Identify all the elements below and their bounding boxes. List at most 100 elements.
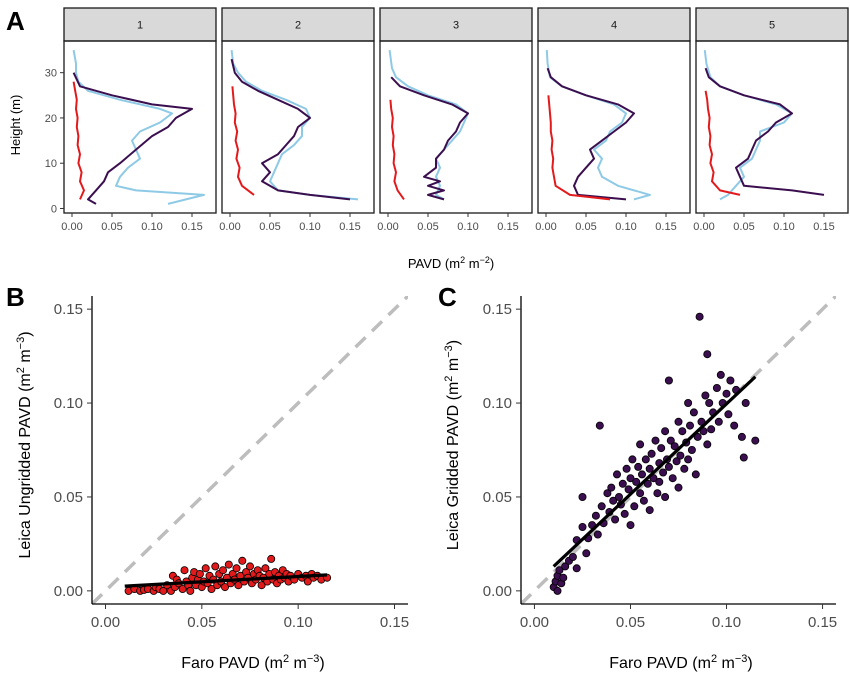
data-point — [653, 489, 662, 498]
facet-panel-border — [63, 40, 217, 214]
panel-c-y-axis-title: Leica Gridded PAVD (m2 m−3) — [443, 340, 462, 550]
data-point — [674, 483, 683, 492]
data-point — [751, 436, 760, 445]
data-point — [655, 477, 664, 486]
data-point — [695, 312, 704, 321]
data-point — [607, 483, 616, 492]
data-point — [620, 509, 629, 518]
data-point — [641, 455, 650, 464]
data-point — [678, 427, 687, 436]
panel-b-scatter: 0.00 0.05 0.10 0.15 0.00 0.05 0.10 0.15 — [54, 296, 409, 631]
data-point — [615, 492, 624, 501]
plot-area — [92, 296, 408, 604]
data-point — [664, 376, 673, 385]
x-tick-label: 0.00 — [377, 221, 398, 233]
x-tick-label: 0.15 — [813, 221, 834, 233]
facet-panel-border — [537, 40, 691, 214]
data-point — [622, 464, 631, 473]
facet-strip — [695, 7, 849, 42]
regression-line — [124, 573, 328, 588]
panel-label-c: C — [438, 282, 457, 312]
panel-a-y-axis-title: Height (m) — [8, 95, 23, 156]
data-point — [180, 566, 189, 575]
data-point — [657, 444, 666, 453]
data-point — [647, 449, 656, 458]
data-point — [555, 566, 564, 575]
data-point — [303, 577, 312, 586]
x-tick-label: 0.10 — [457, 221, 478, 233]
x-tick-label: 0.00 — [91, 614, 120, 631]
x-tick-label: 0.15 — [497, 221, 518, 233]
data-point — [659, 468, 668, 477]
profile-line-leica_gridded — [72, 72, 193, 205]
facet-1: 1 0.00 0.05 0.10 0.15 0 10 20 30 — [45, 7, 217, 233]
x-tick-label: 0.10 — [141, 221, 162, 233]
data-point — [741, 398, 750, 407]
y-tick-label: 20 — [45, 113, 57, 125]
x-tick-label: 0.10 — [773, 221, 794, 233]
profile-line-leica_gridded — [546, 67, 635, 201]
x-tick-label: 0.10 — [712, 614, 741, 631]
data-point — [245, 562, 254, 571]
data-point — [630, 502, 639, 511]
data-point — [636, 489, 645, 498]
x-tick-label: 0.00 — [219, 221, 240, 233]
y-tick-label: 30 — [45, 68, 57, 80]
data-point — [591, 511, 600, 520]
x-tick-label: 0.00 — [535, 221, 556, 233]
data-point — [626, 474, 635, 483]
data-point — [611, 515, 620, 524]
data-point — [636, 440, 645, 449]
y-tick-label: 0.05 — [483, 489, 512, 506]
profile-line-leica_ungridded — [389, 99, 405, 200]
profile-line-leica_ungridded — [72, 81, 85, 200]
data-point — [664, 462, 673, 471]
x-tick-label: 0.05 — [101, 221, 122, 233]
x-tick-label: 0.05 — [187, 614, 216, 631]
data-point — [628, 455, 637, 464]
data-point — [716, 370, 725, 379]
profile-line-leica_gridded — [704, 67, 825, 196]
identity-line — [92, 296, 408, 604]
profile-line-faro — [230, 49, 359, 201]
x-tick-label: 0.15 — [181, 221, 202, 233]
facet-strip — [537, 7, 691, 42]
data-point — [726, 376, 735, 385]
data-point — [705, 398, 714, 407]
data-point — [638, 470, 647, 479]
data-point — [224, 560, 233, 569]
x-tick-label: 0.15 — [339, 221, 360, 233]
data-point — [186, 586, 195, 595]
data-point — [684, 455, 693, 464]
data-point — [178, 585, 187, 594]
data-point — [595, 421, 604, 430]
y-tick-label: 10 — [45, 158, 57, 170]
data-point — [609, 496, 618, 505]
panel-a-x-axis-name: PAVD — [408, 256, 441, 271]
facet-4: 4 0.00 0.05 0.10 0.15 — [535, 7, 691, 233]
panel-label-b: B — [6, 282, 25, 312]
data-point — [739, 453, 748, 462]
x-tick-label: 0.05 — [575, 221, 596, 233]
facet-strip-label: 2 — [295, 20, 301, 32]
data-point — [234, 581, 243, 590]
data-point — [703, 440, 712, 449]
regression-line — [552, 375, 757, 568]
data-point — [680, 464, 689, 473]
data-point — [684, 398, 693, 407]
y-tick-label: 0.15 — [483, 301, 512, 318]
profile-line-leica_gridded — [390, 76, 469, 201]
facet-strip-label: 1 — [137, 20, 143, 32]
facet-panel-border — [695, 40, 849, 214]
data-point — [714, 417, 723, 426]
panel-c-scatter: 0.00 0.05 0.10 0.15 0.00 0.05 0.10 0.15 — [483, 296, 837, 631]
data-point — [661, 492, 670, 501]
data-point — [578, 523, 587, 532]
data-point — [632, 477, 641, 486]
data-point — [568, 553, 577, 562]
data-point — [613, 470, 622, 479]
data-point — [218, 566, 227, 575]
data-point — [603, 489, 612, 498]
panel-a-profiles: 1 0.00 0.05 0.10 0.15 0 10 20 30 2 0.00 0.05 0.10 0.1… — [45, 7, 849, 233]
data-point — [676, 451, 685, 460]
